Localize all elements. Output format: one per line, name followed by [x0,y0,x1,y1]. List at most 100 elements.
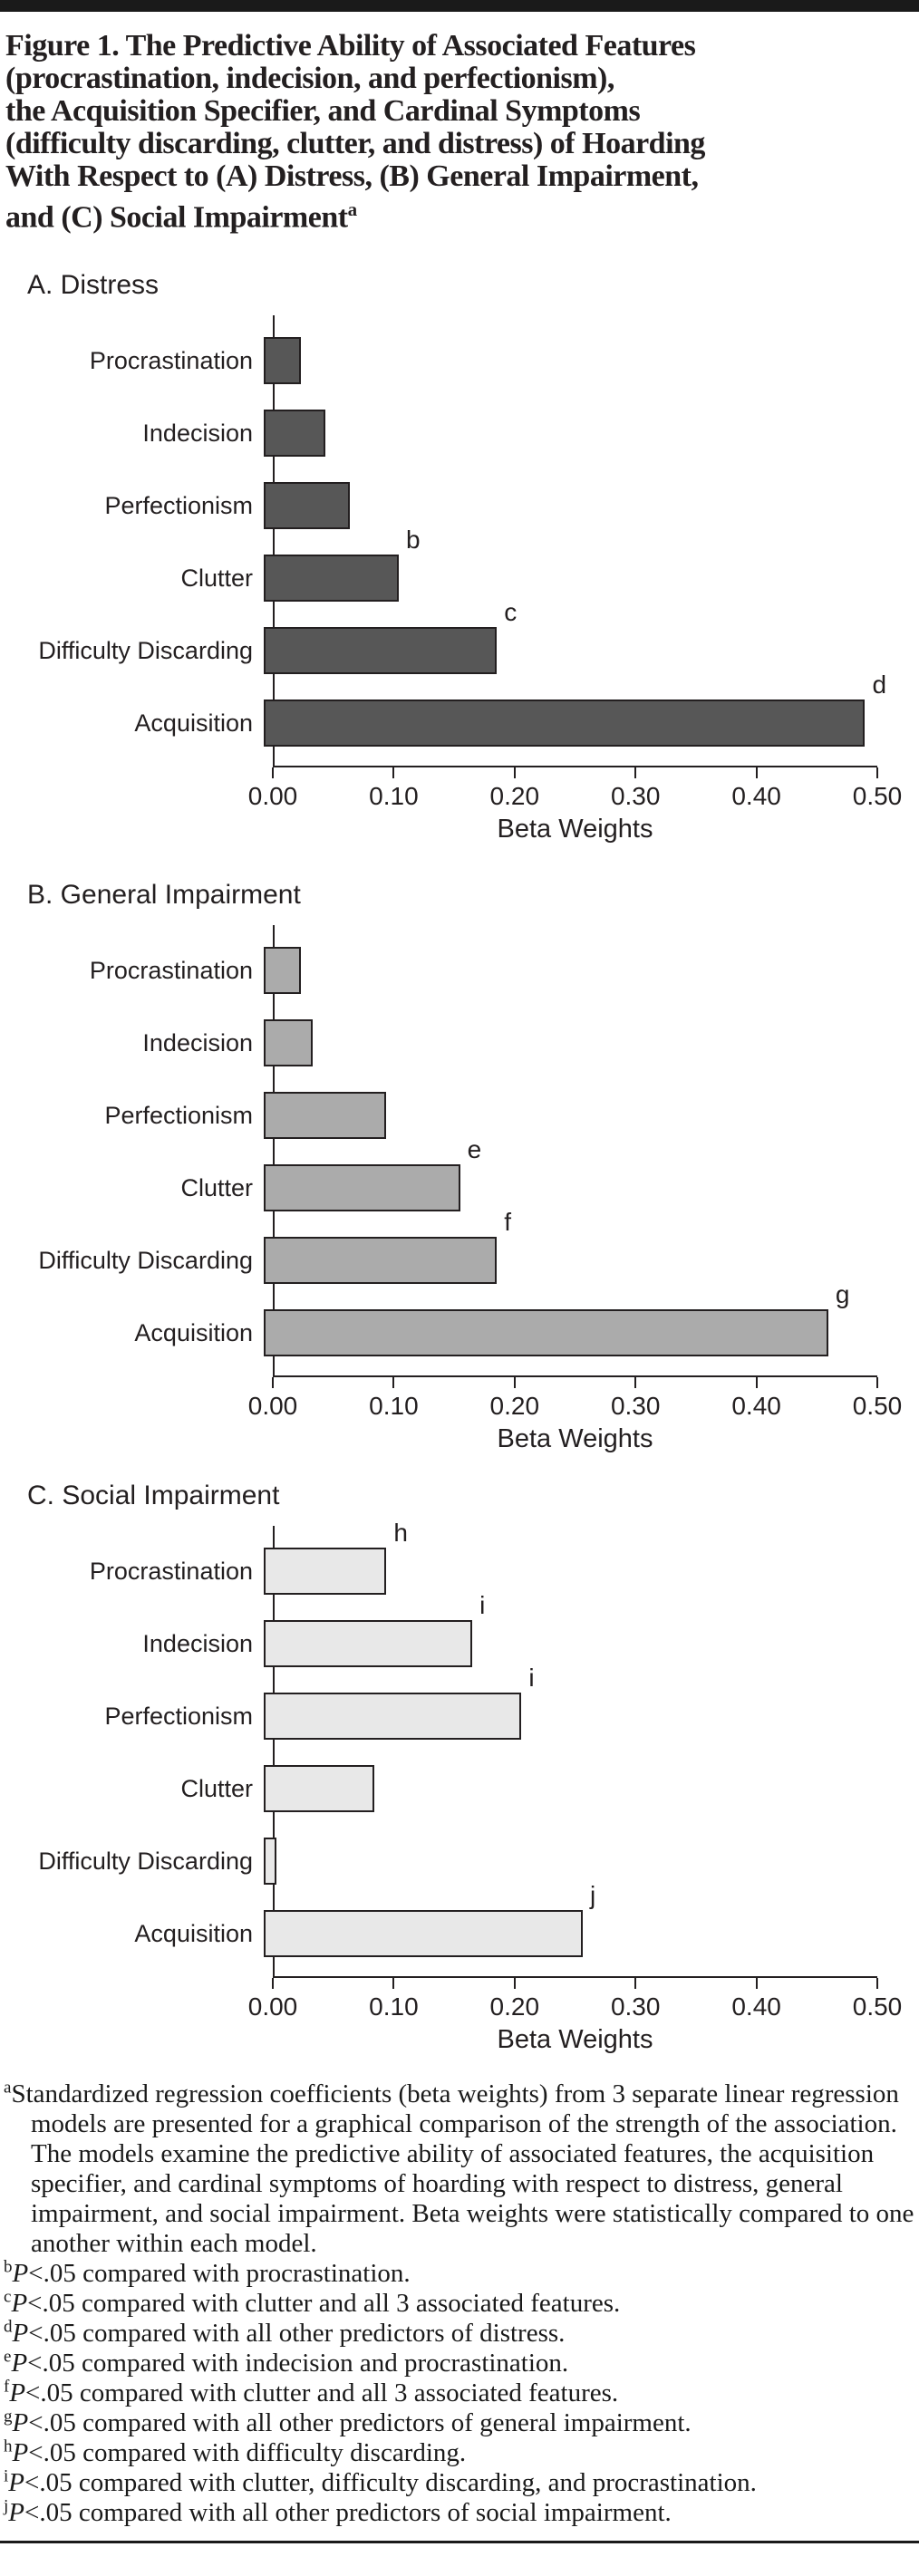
bar-track: c [264,598,877,675]
axis-tick [272,1978,274,1990]
bar-annotation: d [872,671,887,699]
footnote-p: P [12,2438,29,2468]
tick-label: 0.10 [369,1992,419,2021]
tick-label: 0.30 [610,1392,661,1421]
chart-title: C. Social Impairment [27,1481,280,1511]
footnote-p: P [12,2259,29,2289]
category-label: Acquisition [134,709,253,737]
footnote-text: <.05 compared with clutter and all 3 ass… [27,2289,621,2319]
y-axis-line [273,315,275,767]
footnote-f: fP<.05 compared with clutter and all 3 a… [4,2378,915,2408]
figure-title-line: and (C) Social Impairmenta [5,193,914,234]
bar-rows: Procrastination h Indecision i Perfectionism… [0,1519,919,1970]
bar-annotation: f [504,1208,512,1237]
figure-title-line: (difficulty discarding, clutter, and dis… [5,127,705,160]
category-label: Procrastination [89,346,253,374]
bar: j [264,1881,595,1958]
bar-annotation: g [835,1280,850,1309]
footnote-b: bP<.05 compared with procrastination. [4,2259,915,2289]
chart-row: Clutter e [0,1135,919,1224]
bar-track [264,1092,877,1140]
footnote-p: P [12,2408,29,2438]
chart-row: Acquisition d [0,671,919,759]
bar [264,1092,387,1140]
bar [264,947,301,995]
category-label: Clutter [180,1774,253,1802]
axis-tick [634,767,637,779]
bar: g [264,1280,849,1357]
tick-label: 0.00 [247,1392,298,1421]
tick-label-row: 0.00 0.10 0.20 0.30 0.40 0.50 [248,780,903,813]
footnote-text: <.05 compared with procrastination. [28,2259,411,2289]
bar-annotation: h [393,1519,408,1548]
category-label: Perfectionism [104,1101,253,1129]
axis-tick [876,767,878,779]
category-label: Clutter [180,564,253,592]
footnote-text: <.05 compared with clutter, difficulty d… [24,2468,757,2498]
tick-label: 0.00 [247,1992,298,2021]
tick-label: 0.20 [489,782,540,811]
bar-track [264,337,877,385]
bar-track [264,1838,877,1886]
bar [264,482,350,530]
tick-label: 0.50 [852,1392,903,1421]
axis-tick [755,1377,758,1389]
axis-tick [272,767,274,779]
chart-row: Clutter b [0,526,919,614]
category-label: Difficulty Discarding [38,1847,253,1875]
tick-label: 0.10 [369,1392,419,1421]
category-label: Clutter [180,1173,253,1201]
bar-track: f [264,1208,877,1285]
footnote-p: P [9,2378,26,2408]
chart-section: C. Social Impairment Procrastination h Inde… [0,1481,919,2056]
bar-annotation: c [504,598,518,627]
bar-rows: Procrastination Indecision Perfectionism Cl… [0,315,919,759]
footnote-h: hP<.05 compared with difficulty discardi… [4,2438,915,2468]
figure-title-line: (procrastination, indecision, and perfec… [5,62,614,95]
footnote-marker: d [4,2317,13,2337]
category-label: Procrastination [89,956,253,984]
chart-row: Procrastination [0,934,919,1007]
bar: i [264,1591,485,1668]
bar-track: e [264,1135,877,1212]
footnote-text: <.05 compared with all other predictors … [28,2408,692,2438]
footnote-text: <.05 compared with difficulty discarding… [28,2438,467,2468]
chart-row: Perfectionism [0,469,919,542]
chart-title: B. General Impairment [27,880,301,911]
axis-tick [513,767,516,779]
axis-tick [392,1978,395,1990]
bar-track: i [264,1664,877,1741]
bar [264,1765,374,1813]
tick-label: 0.40 [731,1392,781,1421]
x-axis-line [272,1976,878,1991]
tick-label: 0.00 [247,782,298,811]
footnote-p: P [11,2349,28,2378]
figure-header: Figure 1. The Predictive Ability of Asso… [0,0,919,234]
bar-annotation: i [479,1591,486,1620]
bar-track [264,1019,877,1067]
figure-title-line: With Respect to (A) Distress, (B) Genera… [5,159,699,193]
bar-track: i [264,1591,877,1668]
figure-title-superscript: a [347,198,358,220]
chart-title: A. Distress [27,270,160,301]
footnote-i: iP<.05 compared with clutter, difficulty… [4,2468,915,2498]
category-label: Acquisition [134,1919,253,1947]
footnote-marker: c [4,2287,12,2307]
axis-tick [876,1978,878,1990]
bar-track [264,1765,877,1813]
tick-label: 0.10 [369,782,419,811]
footnote-marker: a [4,2078,12,2098]
chart-row: Acquisition j [0,1881,919,1970]
tick-label: 0.20 [489,1392,540,1421]
chart-row: Perfectionism [0,1079,919,1152]
chart-section: B. General Impairment Procrastination Inde… [0,880,919,1455]
bar: d [264,671,886,748]
footnote-text: <.05 compared with all other predictors … [28,2319,566,2349]
plot-area: Procrastination h Indecision i Perfectionism… [0,1519,919,1977]
bar [264,337,301,385]
y-axis-line [273,925,275,1376]
tick-label-row: 0.00 0.10 0.20 0.30 0.40 0.50 [248,1390,903,1423]
figure-title-line: Figure 1. The Predictive Ability of Asso… [5,29,696,63]
bar-track: b [264,526,877,603]
chart-row: Procrastination [0,324,919,397]
